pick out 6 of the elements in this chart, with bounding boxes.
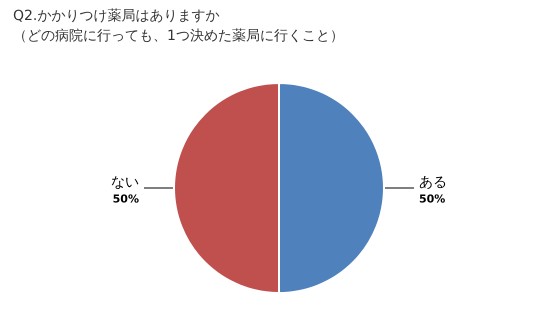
chart-subtitle: （どの病院に行っても、1つ決めた薬局に行くこと） (13, 28, 344, 44)
data-label: 50% (419, 192, 446, 206)
slice-label: ある (419, 174, 447, 190)
data-label: 50% (112, 192, 139, 206)
chart-title: Q2.かかりつけ薬局はありますか (13, 8, 220, 24)
slice-label: ない (111, 174, 139, 190)
